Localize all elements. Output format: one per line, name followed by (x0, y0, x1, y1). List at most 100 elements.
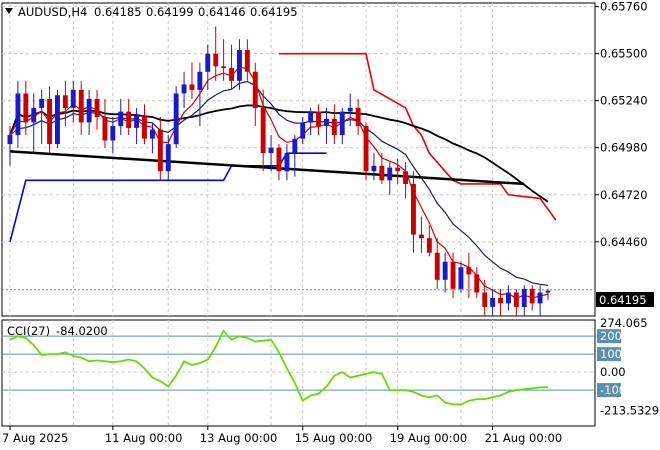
candle-body (173, 93, 179, 145)
candle-body (403, 171, 408, 184)
support-trendline (9, 150, 525, 186)
candle-body (513, 292, 519, 307)
candle-body (260, 107, 266, 154)
cci-tick-label: -100 (600, 383, 626, 397)
candle-body (506, 292, 511, 304)
candle-body (419, 234, 424, 239)
price-panel-frame (1, 2, 596, 317)
candle-body (252, 71, 258, 108)
candle-body (221, 66, 227, 69)
price-tick-label: 0.64720 (600, 188, 648, 202)
price-tick-label: 0.64460 (600, 235, 648, 249)
candle-body (244, 50, 250, 72)
cci-value: -84.0200 (56, 324, 108, 338)
candle-body (529, 288, 535, 304)
cci-level-tag (597, 329, 621, 344)
candle-body (78, 89, 84, 123)
candle-body (434, 252, 440, 280)
candle-body (490, 297, 496, 307)
candle-body (110, 126, 116, 141)
cci-header: CCI(27) -84.0200 (7, 324, 108, 338)
current-price-label: 0.64195 (599, 293, 647, 307)
panel-frames (1, 2, 596, 427)
cci-level-tag (597, 347, 621, 362)
candle-body (466, 267, 472, 275)
cci-tick-label: 100 (600, 347, 622, 361)
ohlc-low: 0.64146 (198, 5, 246, 19)
dropdown-triangle-icon[interactable] (5, 8, 13, 14)
candle-body (268, 147, 274, 154)
price-axis: 0.65760 0.65500 0.65240 0.64980 0.64720 0.644… (595, 0, 648, 249)
chart-header: AUDUSD,H4 0.64185 0.64199 0.64146 0.6419… (5, 5, 298, 19)
ohlc-high: 0.64199 (146, 5, 194, 19)
ohlc-close: 0.64195 (250, 5, 298, 19)
candle-body (331, 118, 337, 136)
gridlines (2, 3, 595, 426)
candle-body (371, 165, 377, 172)
candle-body (189, 84, 195, 90)
symbol-title: AUDUSD,H4 (18, 5, 87, 19)
candle-body (102, 117, 108, 141)
current-price-tag: 0.64195 (596, 292, 654, 307)
candle-body (229, 68, 234, 81)
time-tick-label: 11 Aug 00:00 (105, 431, 183, 445)
cci-level-tag (597, 383, 621, 398)
upper-trailing-line (279, 52, 557, 221)
price-tick-label: 0.65240 (600, 94, 648, 108)
candle-body (458, 267, 464, 289)
candle-body (395, 167, 401, 172)
candle-body (411, 183, 416, 235)
candle-body (339, 111, 345, 136)
candlesticks (7, 26, 551, 316)
candle-body (300, 122, 306, 139)
candle-body (537, 292, 543, 304)
candle-body (545, 290, 551, 293)
time-tick-label: 19 Aug 00:00 (390, 431, 468, 445)
candle-body (450, 261, 456, 289)
candle-body (150, 129, 155, 139)
candle-body (94, 98, 100, 117)
candle-body (31, 107, 37, 123)
candle-body (308, 111, 314, 123)
candle-body (126, 111, 132, 128)
moving-average-lines (9, 66, 549, 299)
candle-body (70, 89, 76, 108)
candle-body (521, 288, 527, 307)
candle-body (324, 118, 329, 126)
candle-body (355, 107, 361, 126)
time-tick-label: 21 Aug 00:00 (485, 431, 563, 445)
candle-body (197, 71, 203, 90)
cci-panel-frame (1, 319, 596, 427)
candle-body (292, 138, 298, 154)
candle-body (316, 111, 321, 127)
long-moving-average (9, 104, 549, 203)
candle-body (39, 98, 45, 108)
price-tick-label: 0.65500 (600, 47, 648, 61)
candle-body (284, 153, 290, 172)
cci-tick-label: -213.5329 (600, 403, 659, 417)
candle-body (379, 165, 385, 181)
price-tick-label: 0.64980 (600, 141, 648, 155)
candle-body (205, 53, 211, 72)
cci-tick-label: 200 (600, 329, 622, 343)
cci-tick-label: 0.00 (600, 365, 626, 379)
candle-body (426, 238, 432, 253)
candle-body (181, 84, 187, 94)
candle-body (474, 274, 480, 293)
candle-body (157, 129, 163, 172)
candle-body (134, 115, 139, 128)
candle-body (387, 167, 393, 181)
time-tick-label: 13 Aug 00:00 (200, 431, 278, 445)
candle-body (23, 93, 29, 123)
candle-body (213, 53, 219, 67)
candle-body (482, 292, 488, 307)
time-tick-label: 7 Aug 2025 (2, 431, 68, 445)
candle-body (276, 147, 282, 172)
cci-tick-label: 274.065 (600, 316, 648, 330)
candle-body (15, 93, 21, 136)
candle-body (86, 98, 92, 123)
fast-moving-average (9, 66, 549, 299)
candle-body (237, 50, 242, 81)
